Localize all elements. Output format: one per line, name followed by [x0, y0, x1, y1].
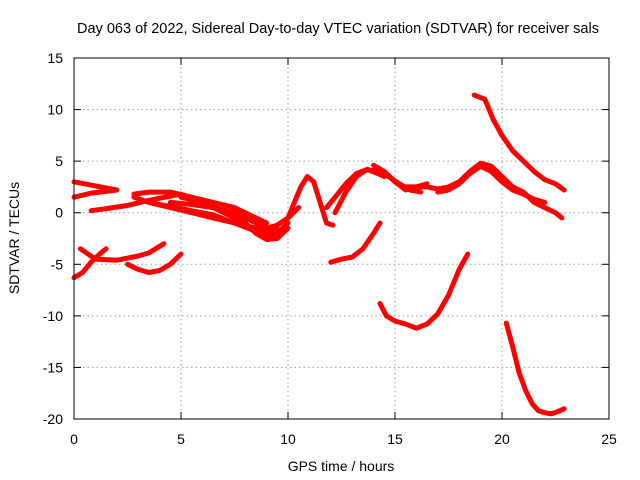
series-track-13 [403, 160, 565, 221]
x-tick-label: 20 [494, 431, 510, 447]
series-track-06 [146, 199, 291, 238]
series-track-04 [131, 189, 270, 226]
y-tick-label: 15 [47, 50, 63, 66]
x-tick-label: 25 [601, 431, 617, 447]
series-track-09 [285, 174, 336, 228]
x-axis-label: GPS time / hours [288, 458, 395, 474]
y-tick-label: 5 [55, 153, 63, 169]
tick-label-layer: 0 5 10 15 20 25 -20 -15 -10 -5 0 5 10 15 [43, 50, 617, 447]
series-track-20 [377, 251, 471, 331]
y-tick-label: -15 [43, 359, 63, 375]
y-tick-label: 0 [55, 205, 63, 221]
x-tick-label: 15 [387, 431, 403, 447]
y-tick-label: 10 [47, 102, 63, 118]
grid-layer [74, 58, 609, 419]
series-track-21 [503, 320, 567, 417]
series-track-19 [328, 220, 383, 265]
series-track-08 [178, 194, 291, 242]
series-track-17 [77, 241, 167, 263]
tick-layer [73, 57, 610, 420]
series-layer [71, 92, 567, 417]
x-tick-label: 5 [177, 431, 185, 447]
series-track-14 [435, 163, 548, 205]
y-axis-label: SDTVAR / TECUs [6, 182, 22, 294]
y-tick-label: -5 [51, 256, 64, 272]
series-track-18 [125, 251, 184, 275]
y-tick-label: -20 [43, 411, 63, 427]
series-track-16 [71, 246, 109, 281]
plot-frame [73, 57, 610, 420]
chart-title: Day 063 of 2022, Sidereal Day-to-day VTE… [77, 21, 599, 37]
series-track-02 [71, 187, 120, 200]
x-tick-label: 0 [70, 431, 78, 447]
series-track-07 [167, 199, 302, 231]
x-tick-label: 10 [280, 431, 296, 447]
series-track-15 [471, 92, 567, 193]
series-track-03 [88, 191, 184, 214]
y-tick-label: -10 [43, 308, 63, 324]
